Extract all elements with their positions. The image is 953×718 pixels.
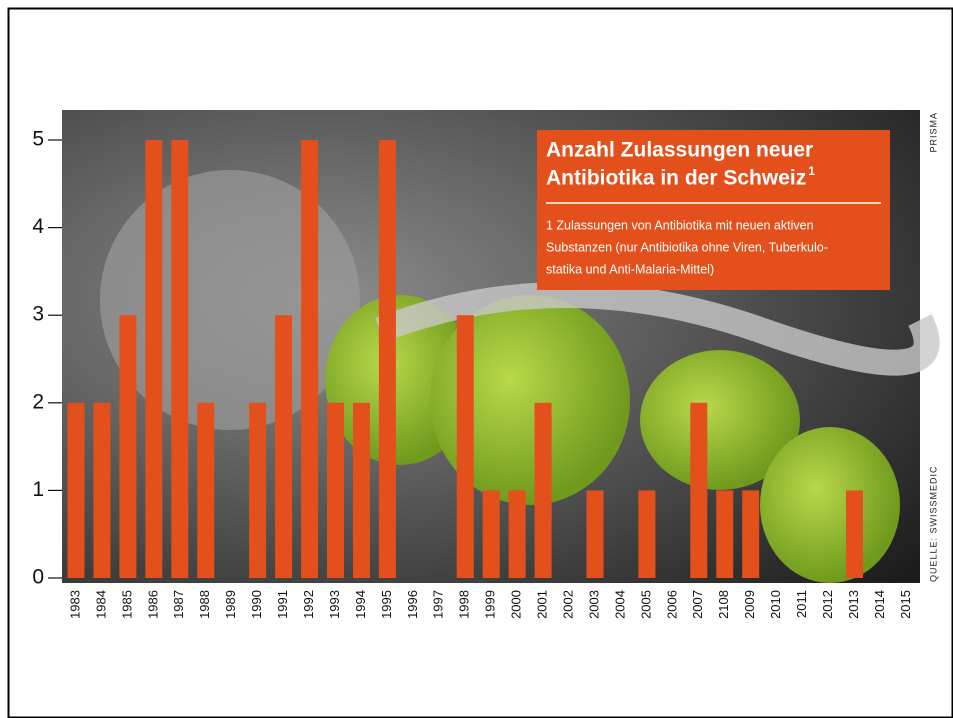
y-tick-label: 2 xyxy=(32,390,44,413)
x-tick-label: 1998 xyxy=(457,590,472,619)
source: QUELLE: SWISSMEDIC xyxy=(928,465,938,582)
footnote: statika und Anti-Malaria-Mittel) xyxy=(546,262,714,276)
bar xyxy=(508,490,526,578)
x-tick-label: 1993 xyxy=(327,590,342,619)
y-tick-label: 1 xyxy=(32,478,44,501)
bar xyxy=(742,490,760,578)
bar xyxy=(456,315,474,578)
x-tick-label: 1997 xyxy=(431,590,446,619)
x-tick-label: 2012 xyxy=(820,590,835,619)
x-tick-label: 2010 xyxy=(768,590,783,619)
x-tick-label: 2001 xyxy=(535,590,550,619)
x-tick-label: 2007 xyxy=(690,590,705,619)
x-tick-label: 1995 xyxy=(379,590,394,619)
y-tick-label: 3 xyxy=(32,303,44,326)
x-tick-label: 2006 xyxy=(664,590,679,619)
bar xyxy=(145,140,163,578)
bar xyxy=(301,140,319,578)
x-tick-label: 2002 xyxy=(560,590,575,619)
bar xyxy=(67,402,85,578)
y-tick-label: 0 xyxy=(32,566,44,589)
x-tick-label: 1994 xyxy=(353,590,368,619)
x-tick-label: 1991 xyxy=(275,590,290,619)
x-tick-label: 2000 xyxy=(509,590,524,619)
footnote: 1 Zulassungen von Antibiotika mit neuen … xyxy=(546,218,814,232)
bar xyxy=(378,140,396,578)
x-tick-label: 2014 xyxy=(872,590,887,619)
bar xyxy=(119,315,137,578)
x-tick-label: 1989 xyxy=(223,590,238,619)
x-tick-label: 2108 xyxy=(716,590,731,619)
bar xyxy=(249,402,267,578)
x-tick-label: 2004 xyxy=(612,590,627,619)
y-tick-label: 4 xyxy=(32,215,44,238)
bar xyxy=(690,402,708,578)
bar xyxy=(171,140,189,578)
bar xyxy=(93,402,111,578)
x-tick-label: 1985 xyxy=(119,590,134,619)
bar xyxy=(586,490,604,578)
title-footnote-marker: 1 xyxy=(808,164,815,178)
x-tick-label: 1984 xyxy=(93,590,108,619)
x-tick-label: 1983 xyxy=(67,590,82,619)
bar xyxy=(638,490,656,578)
bar xyxy=(534,402,552,578)
x-tick-label: 1992 xyxy=(301,590,316,619)
x-tick-label: 1999 xyxy=(483,590,498,619)
x-tick-label: 1996 xyxy=(405,590,420,619)
photo-credit: PRISMA xyxy=(928,112,938,153)
x-tick-label: 2011 xyxy=(794,590,809,618)
x-tick-label: 2005 xyxy=(638,590,653,619)
x-tick-label: 1990 xyxy=(249,590,264,619)
x-tick-label: 2015 xyxy=(898,590,913,619)
title-box xyxy=(537,130,890,290)
chart-title: Anzahl Zulassungen neuer xyxy=(546,139,813,162)
bar xyxy=(352,402,370,578)
bar xyxy=(327,402,344,578)
x-tick-label: 2009 xyxy=(742,590,757,619)
bar xyxy=(482,490,500,578)
x-tick-label: 1987 xyxy=(171,590,186,619)
x-tick-label: 2013 xyxy=(846,590,861,619)
y-tick-label: 5 xyxy=(32,128,44,151)
bar xyxy=(716,490,734,578)
x-tick-label: 1986 xyxy=(145,590,160,619)
footnote: Substanzen (nur Antibiotika ohne Viren, … xyxy=(546,240,828,254)
x-tick-label: 2003 xyxy=(586,590,601,619)
chart-title: Antibiotika in der Schweiz xyxy=(546,167,806,190)
bar xyxy=(275,315,293,578)
bar xyxy=(846,490,863,578)
x-tick-label: 1988 xyxy=(197,590,212,619)
bar xyxy=(197,402,215,578)
